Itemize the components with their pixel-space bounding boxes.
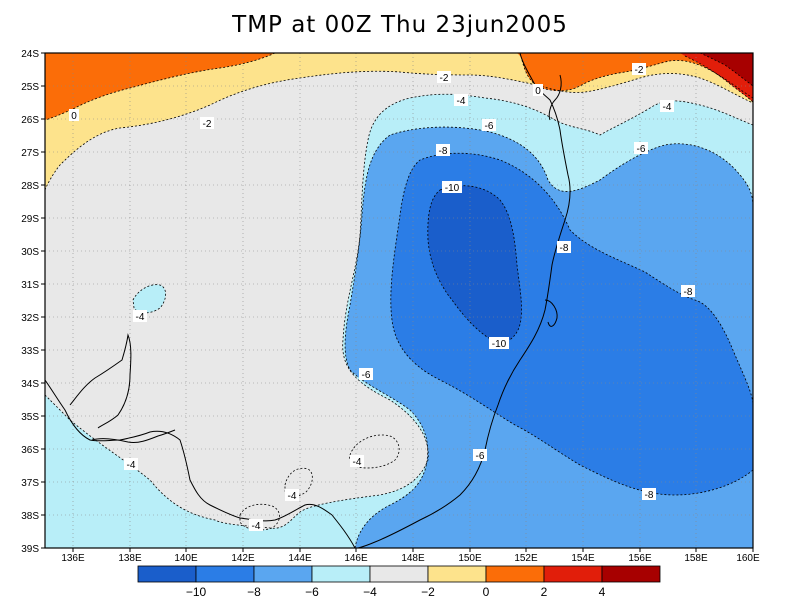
lat-label-38s: 38S (21, 511, 39, 522)
lat-label-25s: 25S (21, 82, 39, 93)
coastline-east-bend (548, 74, 562, 121)
contour-label-minus2-c: -2 (203, 119, 212, 130)
contour-label-minus4-a: -4 (457, 96, 466, 107)
map-title: TMP at 00Z Thu 23jun2005 (232, 12, 568, 38)
colorbar-label-minus6: −6 (305, 585, 319, 599)
colorbar-label-4: 4 (599, 585, 606, 599)
contour-line-4 (699, 53, 753, 87)
lon-label-158e: 158E (684, 553, 708, 564)
coastline-cape (91, 429, 176, 443)
contour-label-minus4-c: -4 (136, 312, 145, 323)
lon-label-152e: 152E (514, 553, 538, 564)
lat-label-31s: 31S (21, 280, 39, 291)
contour-label-minus2-a: -2 (440, 73, 449, 84)
coastline-gulf (69, 333, 132, 429)
contour-line-0-west (45, 53, 276, 121)
contour-label-minus10-a: -10 (445, 183, 460, 194)
contour-line-2 (684, 55, 753, 103)
contour-label-minus4-f: -4 (288, 491, 297, 502)
contour-line-minus6 (344, 126, 753, 548)
contour-label-minus4-e: -4 (353, 457, 362, 468)
lat-label-37s: 37S (21, 478, 39, 489)
coastline-east (357, 53, 571, 548)
contour-label-minus6-c: -6 (362, 370, 371, 381)
contour-label-minus8-b: -8 (560, 243, 569, 254)
contour-label-minus8-c: -8 (684, 287, 693, 298)
contour-island-4 (132, 284, 167, 314)
lon-label-144e: 144E (288, 553, 312, 564)
lat-label-26s: 26S (21, 115, 39, 126)
lon-label-154e: 154E (571, 553, 595, 564)
lat-label-39s: 39S (21, 544, 39, 555)
lon-label-136e: 136E (61, 553, 85, 564)
colorbar-label-minus2: −2 (421, 585, 435, 599)
lat-label-27s: 27S (21, 148, 39, 159)
lat-label-33s: 33S (21, 346, 39, 357)
coastline-south (45, 379, 356, 548)
contour-label-0-b: 0 (71, 111, 77, 122)
colorbar-label-2: 2 (541, 585, 548, 599)
contour-line-minus4 (45, 93, 753, 529)
contour-island-1 (349, 434, 400, 469)
band-minus12-minus10 (427, 185, 522, 343)
colorbar-label-0: 0 (483, 585, 490, 599)
colorbar (137, 565, 661, 583)
contour-label-minus6-b: -6 (637, 144, 646, 155)
lon-label-156e: 156E (628, 553, 652, 564)
contour-label-minus4-d: -4 (127, 460, 136, 471)
contour-label-minus6-d: -6 (476, 451, 485, 462)
lon-label-146e: 146E (344, 553, 368, 564)
lon-label-142e: 142E (231, 553, 255, 564)
contour-label-minus2-b: -2 (635, 65, 644, 76)
contour-line-minus8 (390, 152, 753, 496)
band-0-2-west (45, 53, 275, 120)
lat-label-35s: 35S (21, 412, 39, 423)
lat-label-24s: 24S (21, 49, 39, 60)
colorbar-label-minus8: −8 (247, 585, 261, 599)
lat-label-36s: 36S (21, 445, 39, 456)
lon-label-150e: 150E (458, 553, 482, 564)
lat-label-29s: 29S (21, 214, 39, 225)
contour-label-minus8-d: -8 (645, 490, 654, 501)
lat-label-32s: 32S (21, 313, 39, 324)
contour-label-minus4-b: -4 (663, 102, 672, 113)
lat-label-34s: 34S (21, 379, 39, 390)
map-frame (44, 52, 754, 549)
band-minus4-minus2 (45, 53, 753, 529)
contour-label-0-a: 0 (535, 86, 541, 97)
contour-label-minus8-a: -8 (439, 146, 448, 157)
lat-label-28s: 28S (21, 181, 39, 192)
coastline-east-hook (544, 299, 558, 327)
contour-label-minus10-b: -10 (492, 339, 507, 350)
lon-label-140e: 140E (174, 553, 198, 564)
colorbar-label-minus10: −10 (186, 585, 207, 599)
contour-label-minus4-g: -4 (252, 521, 261, 532)
colorbar-label-minus4: −4 (363, 585, 377, 599)
lon-label-148e: 148E (401, 553, 425, 564)
contour-label-minus6-a: -6 (485, 121, 494, 132)
band-4-6 (700, 53, 753, 86)
lat-label-30s: 30S (21, 247, 39, 258)
band-0-2 (45, 53, 753, 98)
lon-label-160e: 160E (736, 553, 760, 564)
cyan-island (133, 284, 166, 313)
lon-label-138e: 138E (118, 553, 142, 564)
contour-island-3 (239, 503, 280, 531)
